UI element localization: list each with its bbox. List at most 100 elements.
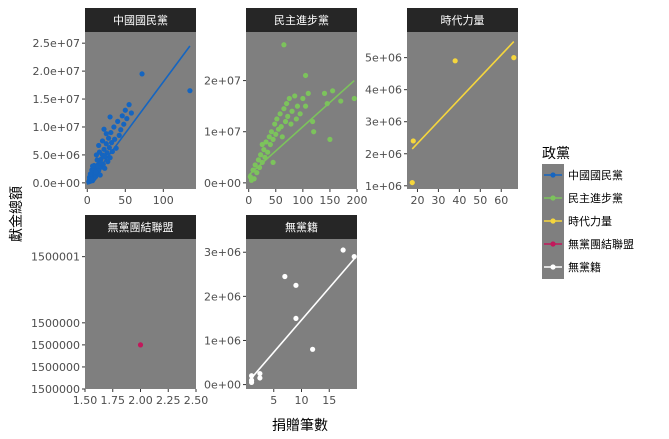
data-point bbox=[102, 165, 108, 171]
data-point bbox=[111, 124, 117, 130]
data-point bbox=[128, 110, 134, 116]
data-point bbox=[293, 315, 299, 322]
data-point bbox=[288, 121, 294, 127]
x-tick-label: 2.00 bbox=[128, 394, 153, 407]
facet-title: 時代力量 bbox=[441, 14, 485, 27]
data-point bbox=[282, 118, 289, 125]
y-tick-label: 5.0e+06 bbox=[33, 149, 80, 162]
x-tick-label: 100 bbox=[153, 194, 174, 207]
legend-label: 民主進步黨 bbox=[568, 191, 623, 205]
facet-strip bbox=[85, 215, 196, 239]
x-tick-label: 1.75 bbox=[101, 394, 126, 407]
data-point bbox=[109, 140, 115, 146]
data-point bbox=[250, 167, 256, 173]
y-tick-label: 2e+07 bbox=[204, 75, 241, 88]
y-tick-label: 2e+06 bbox=[204, 290, 241, 303]
data-point bbox=[108, 129, 114, 136]
y-tick-label: 3e+06 bbox=[365, 116, 402, 129]
data-point bbox=[272, 121, 278, 127]
legend-key-point bbox=[550, 172, 556, 178]
x-tick-label: 30 bbox=[431, 194, 445, 207]
data-point bbox=[93, 152, 100, 158]
data-point bbox=[251, 176, 257, 182]
x-tick-label: 60 bbox=[494, 194, 508, 207]
data-point bbox=[94, 157, 100, 163]
data-point bbox=[284, 100, 290, 107]
data-point bbox=[277, 111, 283, 117]
data-point bbox=[311, 129, 317, 135]
panel-background bbox=[407, 32, 518, 189]
data-point bbox=[187, 88, 193, 94]
facet-title: 無黨團結聯盟 bbox=[108, 220, 174, 234]
legend-item: 無黨團結聯盟 bbox=[544, 237, 634, 251]
data-point bbox=[258, 152, 264, 158]
legend-label: 中國國民黨 bbox=[568, 168, 623, 182]
data-point bbox=[281, 42, 287, 48]
data-point bbox=[259, 159, 265, 166]
panel-background bbox=[246, 32, 357, 189]
panel-background bbox=[85, 239, 196, 389]
facet-strip bbox=[246, 215, 357, 239]
data-point bbox=[122, 107, 128, 113]
legend-item: 民主進步黨 bbox=[544, 191, 623, 205]
x-tick-label: 2.25 bbox=[156, 394, 181, 407]
data-point bbox=[263, 139, 269, 145]
data-point bbox=[87, 171, 93, 177]
legend-item: 時代力量 bbox=[544, 215, 612, 228]
y-tick-label: 2.0e+07 bbox=[33, 65, 80, 78]
y-tick-label: 3e+06 bbox=[204, 246, 241, 259]
y-tick-label: 1.5e+07 bbox=[33, 93, 80, 106]
x-tick-label: 15 bbox=[322, 394, 336, 407]
facet-title: 中國國民黨 bbox=[113, 13, 168, 27]
data-point bbox=[139, 71, 145, 77]
data-point bbox=[266, 134, 272, 140]
data-point bbox=[268, 129, 275, 135]
data-point bbox=[351, 95, 357, 102]
x-tick-label: 5 bbox=[270, 394, 277, 407]
data-point bbox=[511, 55, 517, 61]
data-point bbox=[321, 90, 328, 96]
data-point bbox=[274, 116, 280, 122]
y-tick-label: 1.0e+07 bbox=[33, 121, 80, 134]
data-point bbox=[305, 90, 311, 96]
x-tick-label: 50 bbox=[473, 194, 487, 207]
data-point bbox=[254, 170, 260, 176]
y-tick-label: 0e+00 bbox=[204, 379, 241, 392]
data-point bbox=[289, 108, 295, 114]
data-point bbox=[300, 95, 306, 102]
legend-label: 無黨團結聯盟 bbox=[568, 237, 634, 251]
x-tick-label: 2.50 bbox=[184, 394, 209, 407]
data-point bbox=[302, 72, 309, 79]
data-point bbox=[96, 142, 102, 149]
x-tick-label: 0 bbox=[245, 194, 252, 207]
data-point bbox=[97, 172, 103, 178]
data-point bbox=[126, 102, 132, 108]
data-point bbox=[257, 375, 263, 381]
facet-strip bbox=[246, 8, 357, 32]
data-point bbox=[248, 373, 255, 379]
facet-strip bbox=[407, 8, 518, 32]
data-point bbox=[252, 162, 258, 168]
data-point bbox=[107, 114, 113, 120]
data-point bbox=[115, 118, 121, 124]
data-point bbox=[99, 138, 106, 144]
data-point bbox=[101, 146, 107, 152]
data-point bbox=[302, 103, 309, 109]
data-point bbox=[351, 254, 357, 260]
data-point bbox=[410, 138, 416, 144]
trend-line bbox=[411, 41, 515, 150]
legend-label: 無黨籍 bbox=[568, 260, 601, 274]
data-point bbox=[293, 116, 299, 122]
data-point bbox=[340, 247, 346, 253]
x-tick-label: 200 bbox=[347, 194, 368, 207]
x-tick-label: 10 bbox=[295, 394, 309, 407]
data-point bbox=[262, 154, 268, 160]
data-point bbox=[265, 149, 271, 155]
legend-key-point bbox=[550, 241, 556, 247]
legend-item: 無黨籍 bbox=[544, 260, 601, 274]
data-point bbox=[255, 157, 262, 163]
data-point bbox=[98, 160, 104, 166]
legend-key-point bbox=[550, 218, 556, 224]
trend-line bbox=[86, 45, 191, 186]
